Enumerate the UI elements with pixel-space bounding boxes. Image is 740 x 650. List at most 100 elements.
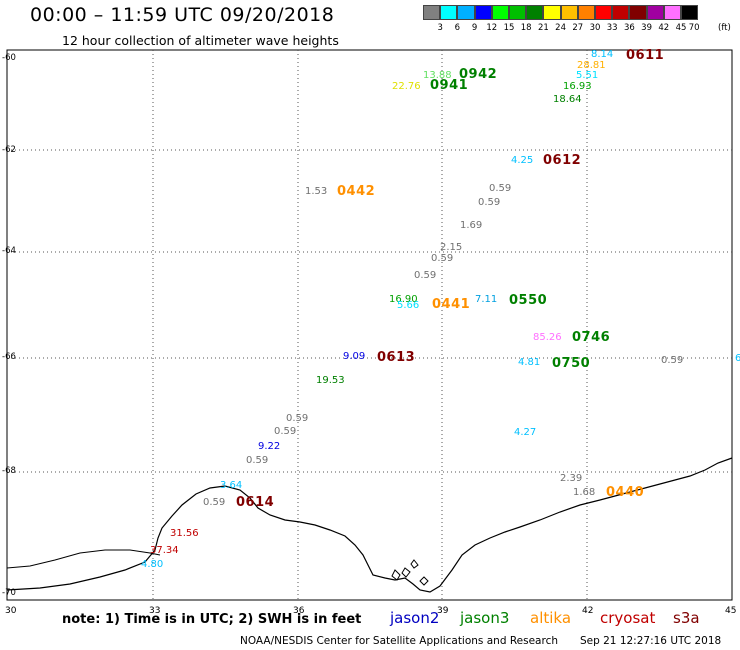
color-scale-tick: 15 (503, 23, 515, 33)
y-tick-label: -60 (2, 53, 16, 63)
wave-height-label: 0.59 (431, 253, 454, 264)
wave-height-label: 3.64 (220, 480, 243, 491)
color-scale-tick: 45 (675, 23, 687, 33)
wave-height-label: 4.80 (141, 559, 164, 570)
x-tick-label: 36 (293, 606, 305, 616)
wave-height-label: 16.93 (563, 81, 592, 92)
color-scale-swatch (577, 5, 595, 20)
wave-height-label: 5.51 (576, 70, 599, 81)
color-scale-swatch (491, 5, 509, 20)
pass-time-label: 0611 (626, 48, 665, 63)
coast-inlet (6, 549, 161, 569)
footer-note: note: 1) Time is in UTC; 2) SWH is in fe… (62, 612, 362, 627)
x-tick-label: 33 (149, 606, 161, 616)
pass-time-label: 0614 (236, 495, 275, 510)
wave-height-label: 8.14 (591, 49, 614, 60)
pass-time-label: 0441 (432, 297, 471, 312)
wave-height-label: 1.53 (305, 186, 328, 197)
wave-height-label: 19.53 (316, 375, 345, 386)
color-scale-swatch (681, 5, 699, 20)
color-scale-swatch (646, 5, 664, 20)
x-tick-label: 42 (582, 606, 594, 616)
wave-height-label: 2.39 (560, 473, 583, 484)
pass-time-label: 0440 (606, 485, 645, 500)
wave-height-label: 18.64 (553, 94, 582, 105)
color-scale-tick: 70 (688, 23, 700, 33)
color-scale-unit: (ft) (718, 23, 731, 33)
wave-height-label: 5.66 (397, 300, 420, 311)
credit-line: NOAA/NESDIS Center for Satellite Applica… (240, 635, 558, 647)
wave-height-label: 22.76 (392, 81, 421, 92)
wave-height-label: 7.11 (475, 294, 498, 305)
x-tick-label: 30 (5, 606, 17, 616)
wave-height-label: 0.59 (478, 197, 501, 208)
lat-lon-grid (7, 50, 732, 600)
pass-time-label: 0613 (377, 350, 416, 365)
color-scale-tick: 42 (658, 23, 670, 33)
x-tick-label: 45 (725, 606, 737, 616)
wave-height-label: 0.59 (661, 355, 684, 366)
color-scale-swatch (526, 5, 544, 20)
y-tick-label: -64 (2, 246, 16, 256)
wave-height-label: 0.59 (203, 497, 226, 508)
color-scale-swatch (629, 5, 647, 20)
x-tick-label: 39 (437, 606, 449, 616)
color-scale-swatch (595, 5, 613, 20)
y-tick-label: -62 (2, 145, 16, 155)
pass-time-label: 0941 (430, 78, 469, 93)
color-scale-tick: 30 (589, 23, 601, 33)
wave-height-label: 9.22 (258, 441, 281, 452)
island-outline (391, 559, 429, 586)
pass-time-label: 0750 (552, 356, 591, 371)
wave-height-label: 16.90 (389, 294, 418, 305)
legend-cryosat: cryosat (600, 609, 656, 627)
generation-timestamp: Sep 21 12:27:16 UTC 2018 (580, 635, 722, 647)
color-scale-swatch (543, 5, 561, 20)
wave-height-label: 2.15 (440, 242, 463, 253)
page-subtitle: 12 hour collection of altimeter wave hei… (62, 33, 339, 48)
color-scale-swatch (560, 5, 578, 20)
legend-jason3: jason3 (460, 609, 510, 627)
antarctic-coastline (6, 457, 733, 593)
pass-time-label: 0942 (459, 67, 498, 82)
color-scale-swatch (423, 5, 441, 20)
wave-height-label: 0.59 (246, 455, 269, 466)
pass-time-label: 0442 (337, 184, 376, 199)
wave-height-label: 1.68 (573, 487, 596, 498)
pass-time-label: 0612 (543, 153, 582, 168)
y-tick-label: -66 (2, 352, 16, 362)
color-scale-tick: 24 (555, 23, 566, 33)
color-scale-tick: 33 (606, 23, 618, 33)
legend-jason2: jason2 (390, 609, 440, 627)
color-scale-swatch (612, 5, 630, 20)
y-tick-label: -68 (2, 466, 16, 476)
color-scale-tick: 27 (572, 23, 584, 33)
wave-height-label: 85.26 (533, 332, 562, 343)
color-scale-swatch (440, 5, 458, 20)
y-tick-label: -70 (2, 588, 16, 598)
wave-height-label: 9.09 (343, 351, 366, 362)
color-scale-tick: 18 (520, 23, 532, 33)
color-scale-tick: 39 (641, 23, 652, 33)
color-scale-swatch (509, 5, 527, 20)
wave-height-label: 13.88 (423, 70, 452, 81)
wave-height-label: 6 (735, 353, 740, 364)
wave-height-label: 28.81 (577, 60, 606, 71)
color-scale-tick: 6 (454, 23, 461, 33)
wave-height-label: 0.59 (286, 413, 309, 424)
color-scale-tick: 21 (537, 23, 549, 33)
pass-time-label: 0550 (509, 293, 548, 308)
wave-height-label: 4.81 (518, 357, 541, 368)
color-scale-swatch (663, 5, 681, 20)
plot-frame (6, 49, 733, 601)
legend-altika: altika (530, 609, 572, 627)
page-title: 00:00 – 11:59 UTC 09/20/2018 (30, 4, 335, 26)
color-scale-tick: 9 (471, 23, 478, 33)
wave-height-label: 0.59 (274, 426, 297, 437)
wave-height-label: 0.59 (489, 183, 512, 194)
pass-time-label: 0746 (572, 330, 611, 345)
wave-height-label: 1.69 (460, 220, 483, 231)
wave-height-label: 4.27 (514, 427, 537, 438)
